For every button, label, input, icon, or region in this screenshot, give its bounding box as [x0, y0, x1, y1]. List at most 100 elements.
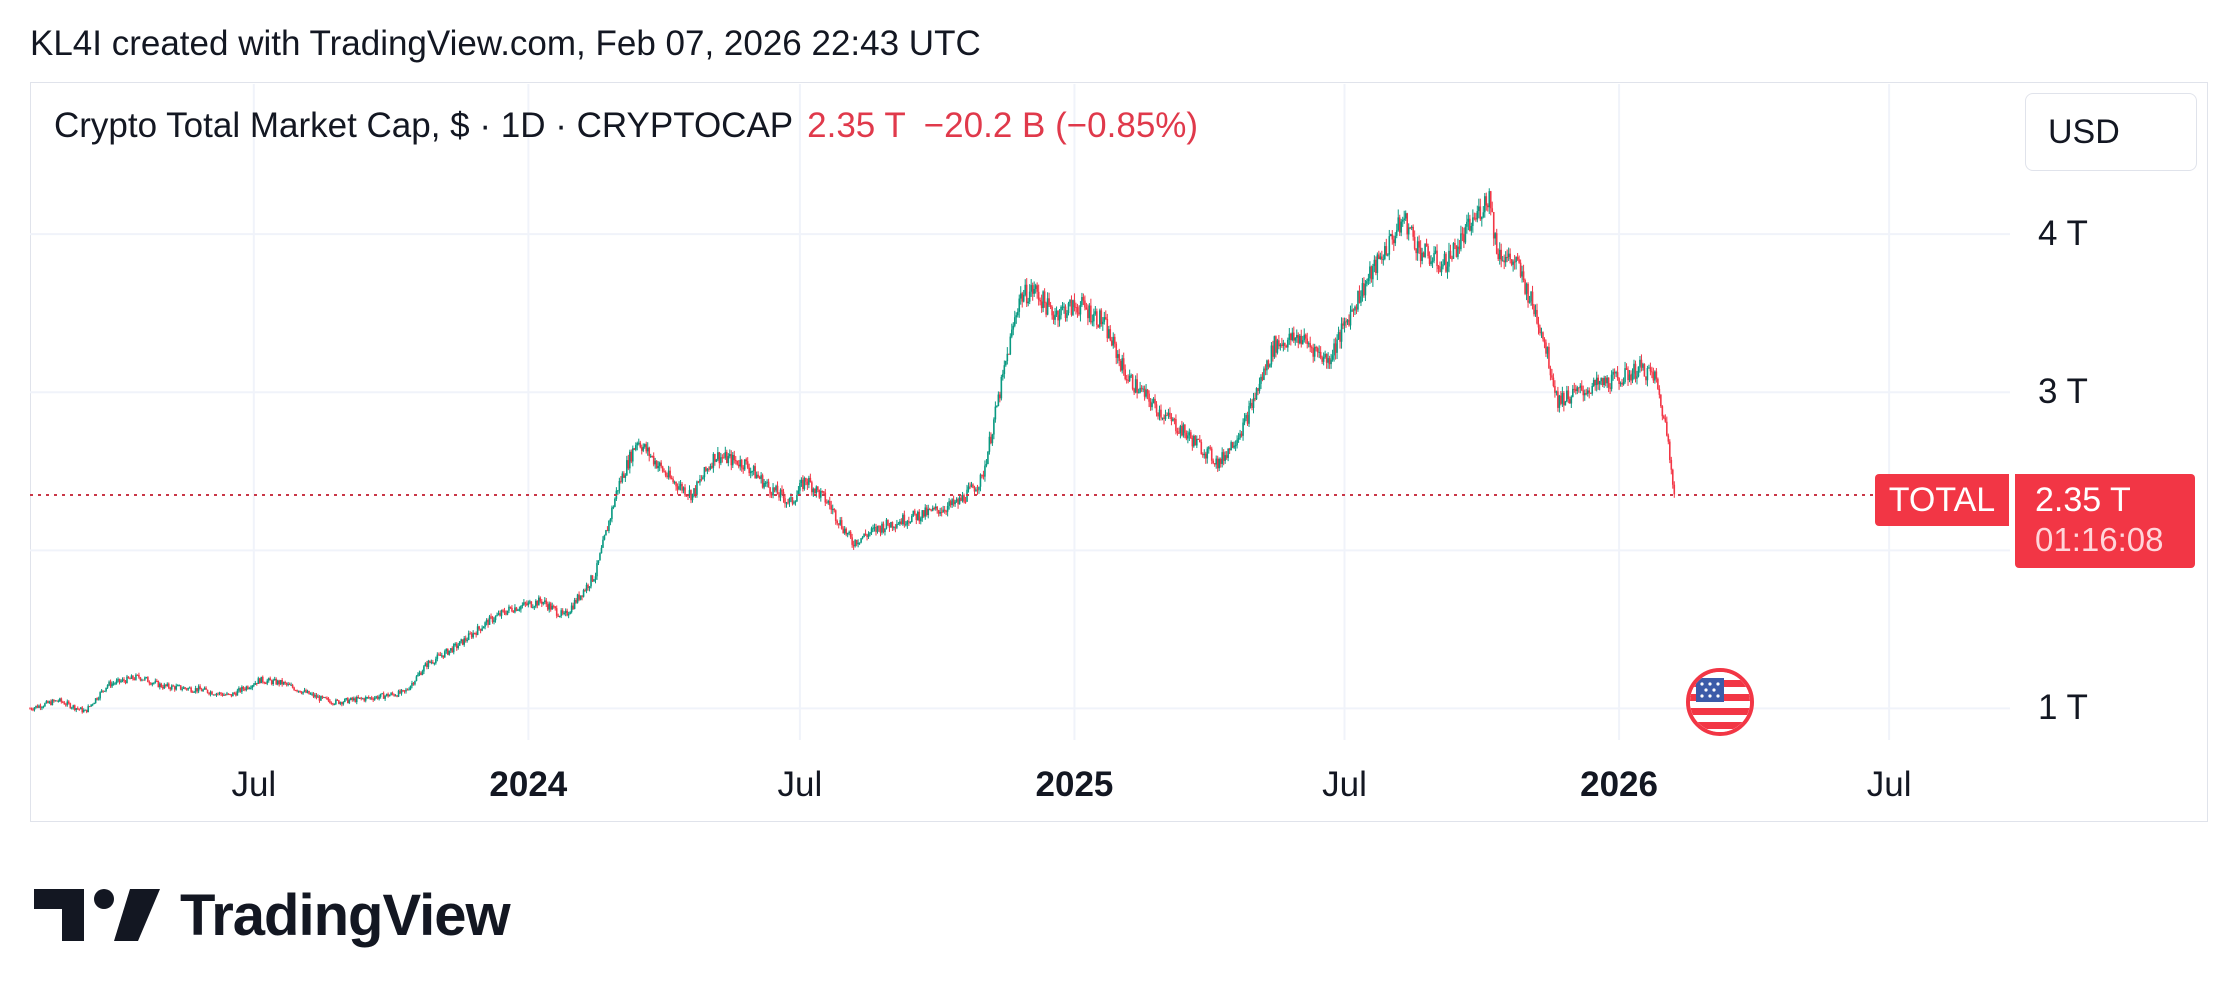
candle-body [1585, 393, 1588, 395]
candle-body [150, 683, 152, 685]
candle-body [108, 681, 110, 686]
candle-body [896, 524, 898, 528]
candle-body [848, 531, 850, 534]
candle-body [1102, 321, 1104, 325]
candle-body [1251, 402, 1253, 408]
candle-body [1376, 254, 1379, 273]
candle-body [173, 686, 176, 690]
candle-body [1486, 205, 1489, 208]
currency-button[interactable]: USD [2025, 93, 2197, 171]
candle-body [978, 486, 980, 490]
candle-body [849, 531, 852, 538]
candle-body [85, 709, 88, 713]
tradingview-logo[interactable]: TradingView [34, 880, 511, 950]
candle-body [44, 703, 46, 707]
candle-body [361, 698, 364, 700]
candle-body [608, 520, 610, 531]
candle-body [714, 453, 716, 462]
candle-body [144, 677, 146, 680]
candle-body [203, 687, 206, 690]
candle-body [1481, 216, 1483, 220]
candle-body [703, 467, 706, 478]
candle-body [1624, 368, 1626, 383]
candle-body [721, 457, 724, 459]
candle-body [1169, 412, 1171, 417]
us-flag-icon[interactable] [1686, 668, 1754, 736]
candle-body [1573, 388, 1576, 390]
candle-body [857, 542, 859, 545]
candle-body [1373, 259, 1376, 267]
candle-body [1043, 291, 1046, 304]
candle-body [1533, 305, 1535, 315]
candle-body [1589, 392, 1592, 394]
candle-body [617, 490, 619, 492]
candle-body [293, 687, 295, 691]
candle-body [897, 523, 900, 525]
candle-body [372, 698, 374, 700]
candle-body [1569, 399, 1571, 404]
candle-body [454, 643, 457, 645]
candle-body [169, 687, 172, 690]
candle-body [539, 597, 542, 602]
candle-body [1279, 344, 1282, 347]
candle-body [1133, 388, 1135, 393]
x-tick-label: 2026 [1580, 765, 1658, 804]
symbol-legend[interactable]: Crypto Total Market Cap, $ · 1D · CRYPTO… [54, 106, 1198, 146]
candle-body [1024, 284, 1027, 295]
candle-body [270, 680, 273, 685]
candle-body [1091, 321, 1094, 323]
candle-body [694, 488, 697, 495]
candle-body [160, 683, 163, 688]
candle-body [1601, 378, 1604, 385]
candle-body [163, 684, 166, 689]
candle-body [657, 465, 659, 469]
candle-body [1467, 218, 1470, 222]
candle-body [879, 527, 882, 533]
candle-body [379, 693, 382, 697]
candle-body [1367, 277, 1370, 281]
candle-body [369, 697, 371, 699]
candle-body [651, 455, 654, 457]
candle-body [648, 447, 651, 456]
candle-body [382, 693, 385, 699]
candle-body [873, 527, 876, 529]
candle-body [1263, 368, 1265, 380]
candle-body [129, 678, 131, 680]
candle-body [806, 481, 809, 485]
candle-body [851, 537, 853, 545]
candle-body [409, 685, 412, 690]
candle-body [318, 696, 321, 701]
candle-body [1064, 306, 1067, 318]
candle-body [642, 446, 645, 451]
candle-body [645, 444, 648, 452]
candle-body [141, 679, 143, 681]
candle-body [1236, 439, 1238, 446]
candle-body [1494, 233, 1497, 239]
candle-body [1509, 253, 1511, 260]
candle-body [1272, 345, 1274, 357]
candle-body [336, 699, 339, 701]
candle-body [1461, 233, 1464, 235]
candle-body [1406, 213, 1408, 235]
candle-body [718, 452, 721, 464]
candle-body [740, 459, 743, 468]
candle-body [1130, 375, 1132, 377]
candle-body [1267, 360, 1270, 367]
candle-body [76, 708, 79, 710]
candle-body [424, 663, 427, 667]
candle-body [87, 706, 89, 713]
candle-body [536, 600, 539, 606]
candle-body [1413, 236, 1416, 249]
candle-body [726, 451, 728, 464]
candle-body [814, 488, 816, 494]
candle-body [385, 693, 388, 696]
candle-body [678, 486, 680, 490]
candle-body [1479, 206, 1482, 220]
candle-body [794, 501, 797, 503]
candle-body [176, 685, 179, 687]
candle-body [1400, 221, 1403, 233]
candle-body [255, 682, 258, 684]
candle-body [403, 690, 406, 692]
candle-body [54, 700, 57, 702]
